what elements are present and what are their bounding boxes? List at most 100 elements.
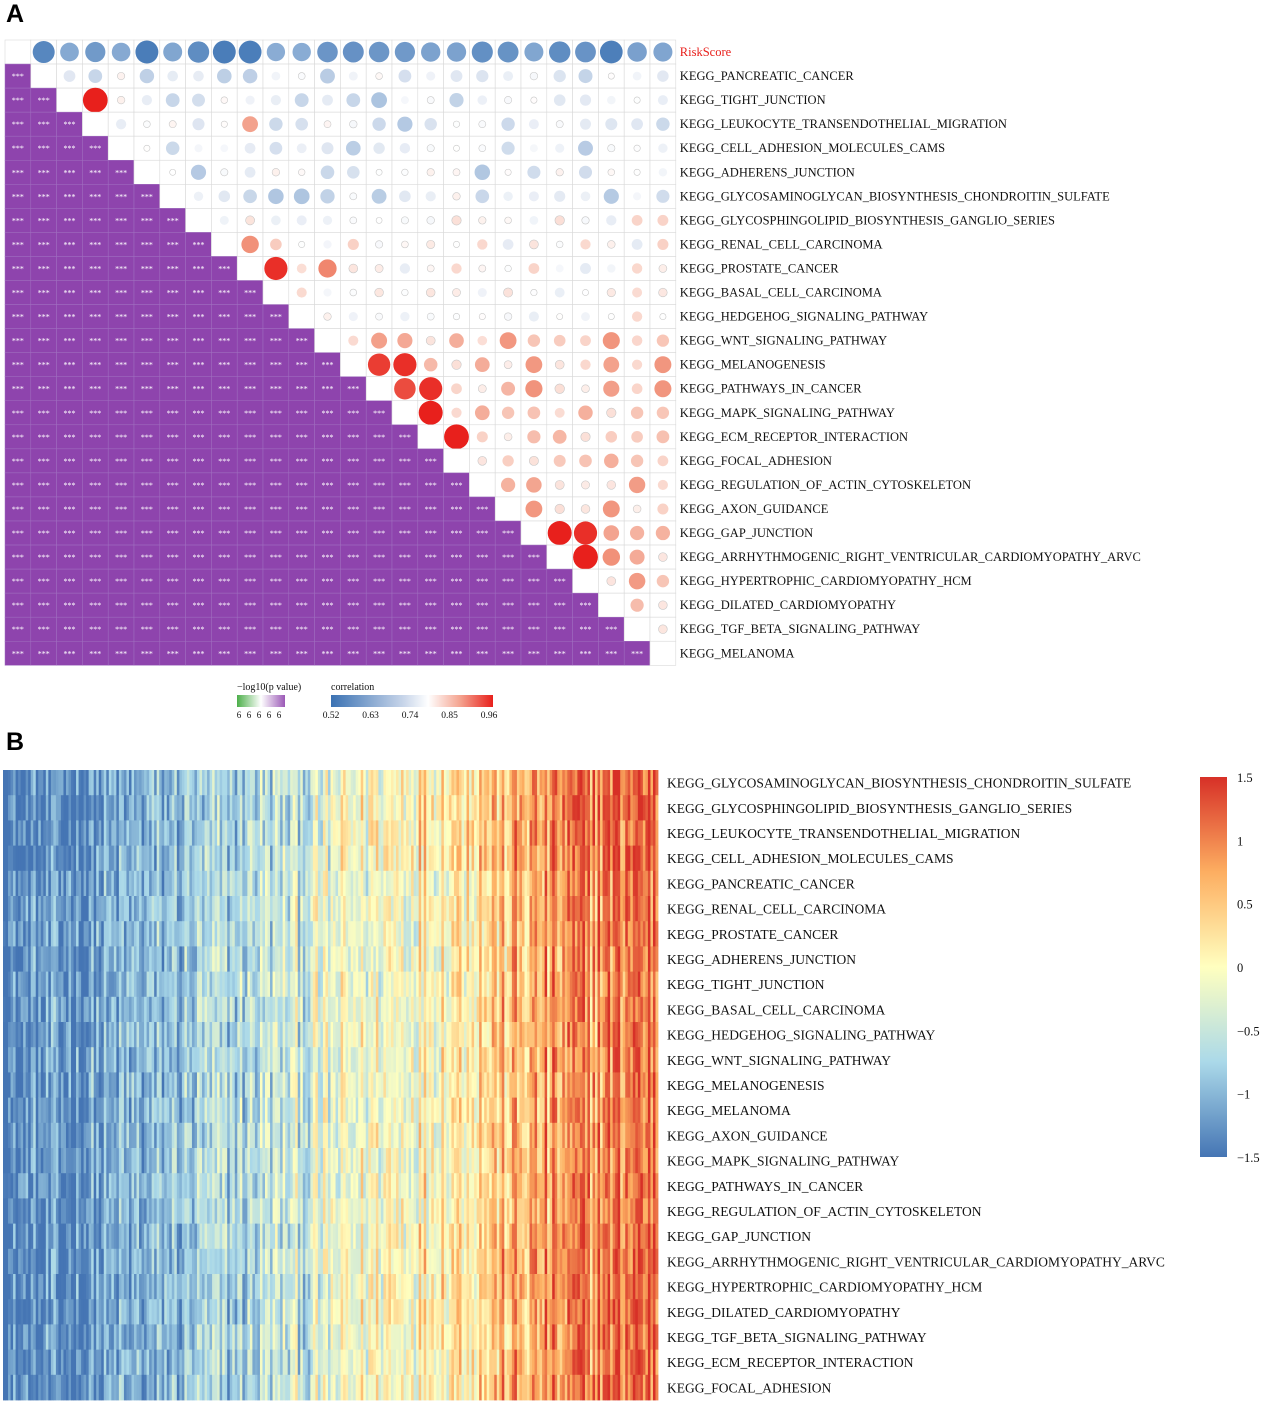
- heatmap-cell: [96, 1324, 100, 1350]
- heatmap-column: [267, 770, 271, 1401]
- pvalue-cell: [56, 135, 83, 161]
- heatmap-cell: [184, 1122, 188, 1149]
- heatmap-cell: [103, 1022, 107, 1048]
- correlation-circle: [553, 334, 566, 347]
- heatmap-cell: [179, 1022, 183, 1048]
- heatmap-cell: [244, 1072, 248, 1098]
- heatmap-cell: [340, 1198, 344, 1224]
- heatmap-cell: [13, 1274, 16, 1300]
- pvalue-cell: [185, 352, 212, 377]
- heatmap-cell: [297, 1324, 301, 1350]
- heatmap-cell: [10, 770, 14, 796]
- pvalue-stars: ***: [38, 577, 50, 586]
- heatmap-cell: [244, 1097, 248, 1124]
- heatmap-cell: [171, 1173, 175, 1199]
- heatmap-cell: [333, 1274, 336, 1300]
- heatmap-cell: [174, 1223, 178, 1250]
- correlation-circle: [629, 549, 645, 565]
- heatmap-cell: [270, 946, 273, 972]
- heatmap-cell: [28, 795, 32, 821]
- heatmap-cell: [86, 896, 90, 922]
- heatmap-cell: [45, 996, 49, 1023]
- heatmap-cell: [280, 1173, 284, 1199]
- heatmap-cell: [40, 996, 44, 1023]
- heatmap-cell: [176, 1047, 180, 1073]
- heatmap-cell: [322, 1349, 326, 1376]
- heatmap-column: [232, 770, 236, 1401]
- pvalue-cell: [82, 184, 109, 209]
- heatmap-cell: [247, 870, 251, 897]
- heatmap-cell: [93, 1122, 97, 1149]
- heatmap-cell: [335, 1097, 339, 1124]
- heatmap-cell: [237, 770, 241, 796]
- heatmap-cell: [340, 1022, 344, 1048]
- heatmap-cell: [93, 770, 97, 796]
- heatmap-cell: [287, 820, 291, 846]
- diagonal-cell: [520, 520, 548, 546]
- heatmap-cell: [189, 946, 193, 972]
- heatmap-cell: [196, 1097, 200, 1124]
- pvalue-stars: ***: [218, 529, 230, 538]
- pvalue-stars: ***: [244, 601, 256, 610]
- pvalue-stars: ***: [528, 577, 540, 586]
- pvalue-cell: [185, 304, 212, 329]
- heatmap-cell: [312, 896, 316, 922]
- heatmap-cell: [325, 1122, 329, 1149]
- heatmap-cell: [96, 1122, 100, 1149]
- heatmap-cell: [217, 1097, 221, 1124]
- heatmap-cell: [76, 845, 79, 872]
- heatmap-cell: [141, 870, 145, 897]
- heatmap-cell: [55, 921, 59, 947]
- heatmap-cell: [156, 1274, 160, 1300]
- heatmap-cell: [131, 971, 135, 998]
- heatmap-cell: [18, 820, 22, 846]
- heatmap-cell: [123, 1374, 127, 1401]
- heatmap-cell: [116, 1173, 120, 1199]
- heatmap-cell: [348, 1374, 352, 1401]
- heatmap-cell: [63, 1299, 67, 1325]
- heatmap-cell: [154, 1148, 158, 1174]
- heatmap-cell: [86, 1022, 90, 1048]
- heatmap-cell: [265, 1173, 268, 1199]
- heatmap-cell: [118, 1148, 122, 1174]
- heatmap-cell: [252, 1248, 256, 1275]
- heatmap-cell: [285, 1274, 289, 1300]
- correlation-circle: [659, 313, 667, 321]
- pvalue-cell: [211, 544, 238, 570]
- heatmap-cell: [91, 996, 95, 1023]
- heatmap-cell: [63, 1022, 67, 1048]
- heatmap-cell: [174, 1349, 178, 1376]
- heatmap-cell: [282, 870, 286, 897]
- heatmap-cell: [244, 1248, 248, 1275]
- heatmap-cell: [222, 946, 226, 972]
- heatmap-cell: [219, 1274, 223, 1300]
- heatmap-cell: [30, 1248, 34, 1275]
- pvalue-cell: [572, 641, 599, 666]
- heatmap-cell: [45, 795, 49, 821]
- heatmap-cell: [33, 996, 37, 1023]
- heatmap-cell: [40, 1022, 44, 1048]
- heatmap-cell: [13, 1324, 16, 1350]
- correlation-circle: [399, 190, 411, 203]
- heatmap-cell: [50, 1274, 54, 1300]
- heatmap-column: [76, 770, 79, 1401]
- heatmap-cell: [317, 795, 321, 821]
- pvalue-cell: [82, 208, 109, 233]
- heatmap-cell: [333, 1122, 336, 1149]
- heatmap-cell: [325, 770, 329, 796]
- correlation-circle: [323, 312, 332, 321]
- heatmap-cell: [212, 1198, 216, 1224]
- heatmap-cell: [10, 1173, 14, 1199]
- heatmap-cell: [204, 870, 208, 897]
- heatmap-cell: [55, 1248, 59, 1275]
- pvalue-cell: [236, 448, 264, 474]
- heatmap-cell: [322, 770, 326, 796]
- pvalue-cell: [391, 641, 419, 666]
- heatmap-cell: [108, 1299, 112, 1325]
- heatmap-cell: [267, 896, 271, 922]
- correlation-circle: [295, 117, 309, 131]
- pvalue-stars: ***: [89, 601, 101, 610]
- heatmap-cell: [290, 1047, 294, 1073]
- heatmap-cell: [53, 1173, 57, 1199]
- heatmap-cell: [106, 1047, 110, 1073]
